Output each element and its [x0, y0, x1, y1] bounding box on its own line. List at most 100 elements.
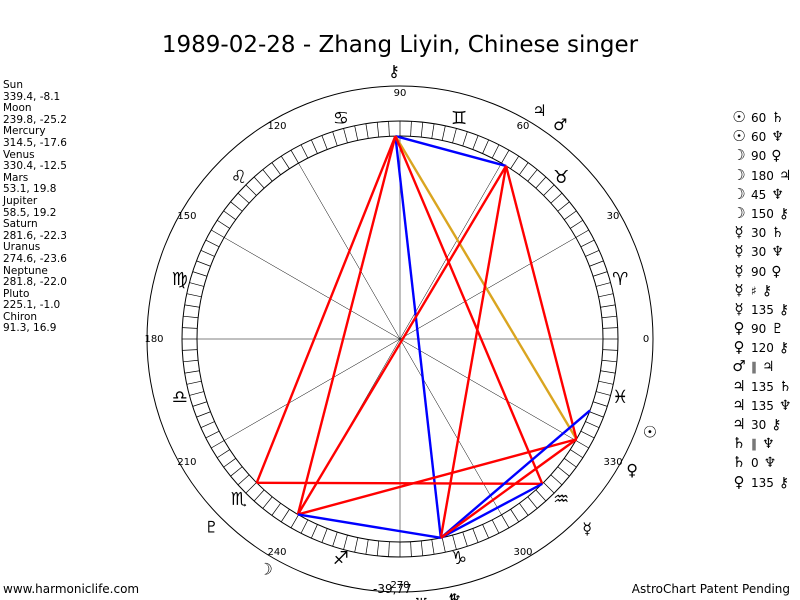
- degree-tick: [271, 503, 281, 516]
- aspect-row: ♃ 135 ♆: [730, 396, 791, 415]
- aspect-angle: 0: [751, 456, 759, 471]
- aspect-planet-2: ⚷: [771, 417, 782, 433]
- degree-tick: [570, 449, 584, 459]
- aspect-planet-2: ⚷: [778, 474, 790, 491]
- aspect-planet-1: ♀: [733, 472, 745, 491]
- degree-tick: [431, 539, 435, 555]
- planet-moon-icon: ☽: [259, 559, 273, 578]
- aspect-angle: 135: [751, 379, 774, 394]
- degree-tick: [601, 359, 617, 363]
- planet-chiron-icon: ⚷: [388, 62, 400, 81]
- degree-label: 270: [390, 580, 409, 591]
- degree-tick: [431, 123, 435, 139]
- aspect-planet-1: ♄: [732, 434, 746, 453]
- aspect-row: ☿ 90 ♀: [730, 262, 791, 281]
- degree-tick: [186, 380, 202, 385]
- position-value-uranus: 274.6, -23.6: [3, 252, 67, 265]
- aspect-line-chiron-pluto: [255, 135, 397, 484]
- degree-tick: [300, 519, 309, 534]
- aspect-row: ♃ 135 ♄: [730, 377, 791, 396]
- aspect-planet-1: ♂: [732, 357, 746, 376]
- aspect-planet-2: ⚷: [778, 205, 790, 222]
- degree-tick: [321, 135, 328, 150]
- degree-tick: [245, 184, 257, 196]
- degree-tick: [601, 315, 617, 319]
- footer-patent-note: AstroChart Patent Pending: [631, 582, 790, 596]
- degree-tick: [491, 519, 500, 534]
- aspect-angle: 30: [751, 418, 767, 432]
- aspect-row: ☿ ♯ ⚷: [730, 281, 791, 300]
- degree-tick: [200, 421, 215, 428]
- degree-tick: [575, 440, 589, 449]
- position-value-moon: 239.8, -25.2: [3, 113, 67, 126]
- degree-tick: [592, 271, 608, 277]
- position-name-jupiter: Jupiter: [3, 194, 38, 207]
- aspect-list: ☉ 60 ♄ ☉ 60 ♆ ☽ 90 ♀ ☽ 180 ♃ ☽ 45 ♆ ☽ 150 ⚷ ☿ 30 ♄ ☿ 30 ♆ ☿ 90 ♀ ☿ ♯…: [730, 108, 791, 492]
- degree-tick: [535, 489, 547, 502]
- degree-tick: [205, 239, 220, 248]
- degree-tick: [388, 121, 390, 137]
- aspect-planet-2: ♀: [771, 263, 782, 280]
- degree-tick: [376, 540, 380, 556]
- aspect-line-jupiter-moon: [296, 165, 508, 516]
- degree-tick: [343, 534, 348, 550]
- aspect-angle: 135: [751, 302, 774, 317]
- degree-tick: [354, 537, 359, 553]
- zodiac-sign-icon: ♋: [333, 108, 349, 129]
- degree-tick: [410, 541, 412, 557]
- degree-tick: [253, 489, 265, 502]
- zodiac-sign-icon: ♍: [172, 269, 188, 290]
- degree-tick: [343, 128, 348, 144]
- degree-tick: [182, 327, 198, 329]
- degree-label: 30: [607, 211, 620, 222]
- aspect-line-chiron-moon: [296, 135, 397, 515]
- planet-positions-list: Sun 339.4, -8.1 Moon 239.8, -25.2 Mercury 314…: [3, 79, 67, 335]
- degree-tick: [223, 458, 236, 468]
- aspect-planet-2: ♄: [771, 110, 784, 126]
- degree-label: 180: [144, 334, 163, 345]
- aspect-row: ♀ 135 ⚷: [730, 473, 791, 492]
- degree-tick: [290, 150, 299, 164]
- degree-tick: [211, 229, 225, 238]
- aspect-planet-1: ☽: [732, 203, 746, 222]
- degree-tick: [354, 125, 359, 141]
- aspect-planet-1: ☿: [734, 299, 744, 318]
- degree-tick: [237, 192, 250, 204]
- position-name-mars: Mars: [3, 171, 29, 184]
- aspect-line-jupiter-venus: [504, 165, 578, 440]
- zodiac-sign-icon: ♌: [231, 167, 247, 188]
- degree-tick: [230, 466, 243, 477]
- aspect-planet-2: ♇: [771, 321, 784, 338]
- aspect-planet-2: ♃: [762, 359, 775, 376]
- degree-tick: [196, 260, 211, 267]
- degree-tick: [280, 509, 290, 523]
- degree-tick: [550, 474, 563, 486]
- aspect-planet-2: ♄: [778, 378, 792, 395]
- degree-tick: [585, 421, 600, 428]
- aspect-planet-1: ☿: [734, 280, 744, 299]
- position-name-uranus: Uranus: [3, 241, 41, 254]
- position-name-sun: Sun: [3, 79, 23, 91]
- degree-tick: [602, 327, 618, 329]
- aspect-planet-1: ♀: [733, 319, 745, 338]
- planet-pluto-icon: ♇: [204, 518, 218, 537]
- position-value-jupiter: 58.5, 19.2: [3, 206, 57, 219]
- degree-tick: [585, 250, 600, 257]
- degree-tick: [595, 282, 611, 287]
- degree-tick: [589, 411, 604, 418]
- planet-saturn-icon: ♄: [447, 590, 461, 600]
- degree-tick: [211, 440, 225, 449]
- position-value-saturn: 281.6, -22.3: [3, 229, 67, 242]
- position-value-chiron: 91.3, 16.9: [3, 322, 57, 335]
- aspect-row: ☽ 45 ♆: [730, 185, 791, 204]
- zodiac-sign-icon: ♑: [451, 548, 467, 569]
- position-name-venus: Venus: [3, 148, 35, 161]
- degree-tick: [535, 176, 547, 189]
- degree-label: 210: [177, 457, 196, 468]
- degree-tick: [580, 239, 595, 248]
- aspect-line-saturn-mercury: [440, 482, 543, 539]
- degree-tick: [376, 122, 380, 138]
- aspect-planet-1: ☿: [734, 223, 744, 242]
- aspect-planet-1: ♃: [732, 395, 746, 414]
